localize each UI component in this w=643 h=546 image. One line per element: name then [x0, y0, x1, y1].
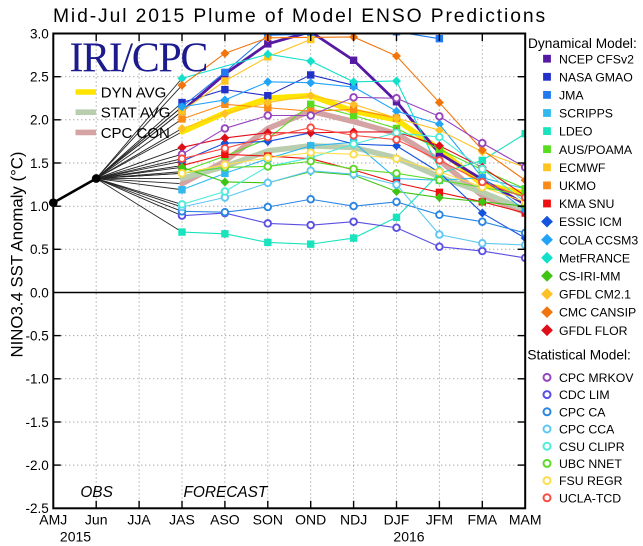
svg-text:GFDL CM2.1: GFDL CM2.1	[559, 288, 631, 302]
svg-text:3.0: 3.0	[30, 26, 49, 41]
svg-text:LDEO: LDEO	[559, 125, 593, 139]
svg-text:JFM: JFM	[426, 512, 453, 528]
svg-text:CPC CA: CPC CA	[559, 405, 606, 419]
svg-text:CPC CON: CPC CON	[101, 125, 170, 142]
svg-text:Statistical Model:: Statistical Model:	[527, 348, 630, 363]
svg-text:FORECAST: FORECAST	[183, 484, 268, 501]
svg-text:1.0: 1.0	[30, 199, 49, 214]
svg-text:NASA GMAO: NASA GMAO	[559, 70, 633, 84]
svg-text:1.5: 1.5	[30, 156, 49, 171]
svg-text:IRI/CPC: IRI/CPC	[70, 36, 208, 82]
svg-text:2016: 2016	[393, 529, 424, 545]
svg-text:JMA: JMA	[559, 89, 584, 103]
svg-text:-0.5: -0.5	[26, 328, 49, 343]
svg-text:SCRIPPS: SCRIPPS	[559, 107, 613, 121]
svg-text:DYN AVG: DYN AVG	[101, 85, 167, 102]
svg-text:UBC NNET: UBC NNET	[559, 457, 622, 471]
svg-text:Jun: Jun	[85, 512, 108, 528]
svg-text:KMA SNU: KMA SNU	[559, 197, 614, 211]
svg-text:NCEP CFSv2: NCEP CFSv2	[559, 52, 634, 66]
svg-text:AUS/POAMA: AUS/POAMA	[559, 143, 633, 157]
svg-text:GFDL FLOR: GFDL FLOR	[559, 324, 628, 338]
svg-text:MAM: MAM	[509, 512, 542, 528]
svg-text:DJF: DJF	[384, 512, 410, 528]
svg-text:ASO: ASO	[210, 512, 240, 528]
svg-text:STAT AVG: STAT AVG	[101, 105, 171, 122]
svg-text:-1.0: -1.0	[26, 372, 49, 387]
svg-text:SON: SON	[253, 512, 283, 528]
svg-text:OND: OND	[295, 512, 326, 528]
svg-text:OBS: OBS	[80, 484, 113, 501]
svg-text:Dynamical Model:: Dynamical Model:	[528, 36, 637, 51]
svg-text:FMA: FMA	[468, 512, 498, 528]
svg-text:CPC MRKOV: CPC MRKOV	[559, 371, 634, 385]
svg-text:0.0: 0.0	[30, 285, 49, 300]
svg-text:JAS: JAS	[169, 512, 195, 528]
svg-text:CPC CCA: CPC CCA	[559, 423, 615, 437]
svg-text:JJA: JJA	[127, 512, 151, 528]
svg-text:Mid-Jul 2015 Plume of Model EN: Mid-Jul 2015 Plume of Model ENSO Predict…	[53, 6, 547, 27]
svg-text:ESSIC ICM: ESSIC ICM	[559, 215, 622, 229]
svg-text:CDC LIM: CDC LIM	[559, 388, 610, 402]
svg-text:NINO3.4 SST Anomaly (°C): NINO3.4 SST Anomaly (°C)	[8, 152, 27, 358]
svg-text:UKMO: UKMO	[559, 179, 596, 193]
svg-text:MetFRANCE: MetFRANCE	[559, 251, 630, 265]
svg-text:-1.5: -1.5	[26, 415, 49, 430]
svg-text:NDJ: NDJ	[340, 512, 367, 528]
svg-text:0.5: 0.5	[30, 242, 49, 257]
svg-text:FSU REGR: FSU REGR	[559, 474, 623, 488]
svg-text:2.5: 2.5	[30, 70, 49, 85]
svg-text:2.0: 2.0	[30, 113, 49, 128]
svg-text:-2.5: -2.5	[26, 501, 49, 516]
svg-text:-2.0: -2.0	[26, 458, 49, 473]
svg-text:AMJ: AMJ	[39, 512, 67, 528]
svg-text:ECMWF: ECMWF	[559, 161, 606, 175]
svg-text:2015: 2015	[60, 529, 91, 545]
svg-text:COLA CCSM3: COLA CCSM3	[559, 233, 638, 247]
svg-text:UCLA-TCD: UCLA-TCD	[559, 491, 621, 505]
svg-text:CSU CLIPR: CSU CLIPR	[559, 440, 625, 454]
svg-text:CS-IRI-MM: CS-IRI-MM	[559, 270, 620, 284]
svg-text:CMC CANSIP: CMC CANSIP	[559, 306, 636, 320]
